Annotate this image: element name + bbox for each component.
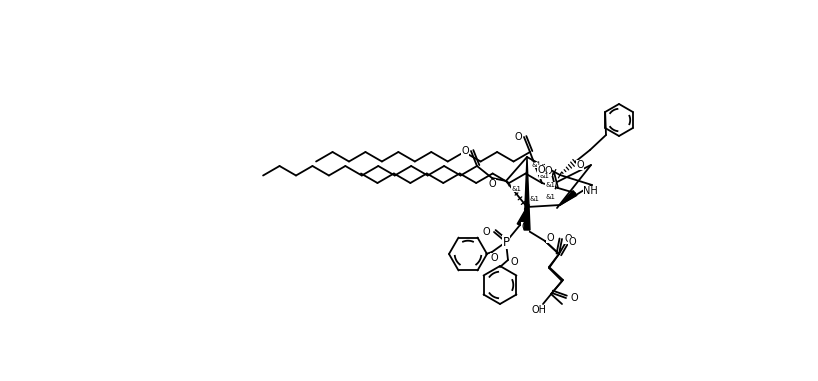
Text: O: O (576, 160, 584, 170)
Text: &1: &1 (545, 194, 555, 200)
Text: &1: &1 (530, 196, 540, 202)
Text: O: O (521, 222, 528, 232)
Text: O: O (546, 233, 554, 243)
Text: O: O (537, 165, 545, 175)
Text: NH: NH (583, 186, 598, 196)
Text: O: O (564, 234, 572, 244)
Polygon shape (517, 207, 527, 226)
Text: &1: &1 (532, 162, 542, 168)
Text: O: O (570, 293, 578, 303)
Text: O: O (569, 237, 576, 247)
Text: &1: &1 (511, 186, 521, 192)
Text: &1: &1 (539, 173, 549, 179)
Text: O: O (482, 227, 490, 237)
Text: P: P (502, 235, 510, 248)
Polygon shape (560, 190, 577, 205)
Text: O: O (461, 146, 469, 156)
Text: O: O (490, 253, 498, 263)
Polygon shape (524, 157, 530, 230)
Text: O: O (488, 179, 496, 189)
Text: O: O (510, 257, 518, 267)
Text: O: O (544, 166, 552, 176)
Text: &1: &1 (545, 182, 555, 188)
Text: O: O (515, 132, 522, 142)
Text: OH: OH (532, 305, 546, 315)
